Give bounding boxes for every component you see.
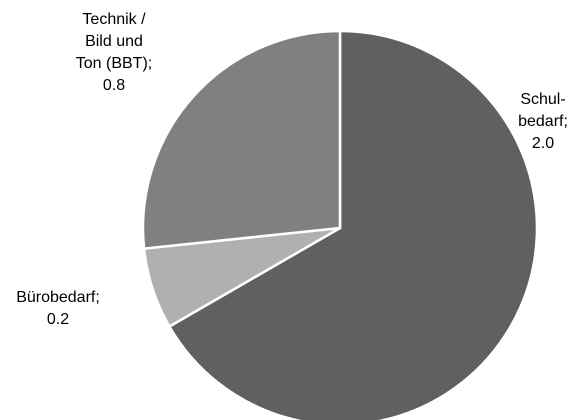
pie-slice bbox=[141, 29, 342, 250]
slice-label: Schul-bedarf; bbox=[518, 91, 568, 130]
value-label: 0.8 bbox=[103, 77, 125, 94]
pie-slice bbox=[167, 29, 539, 420]
value-label: 0.2 bbox=[47, 311, 69, 328]
slice-label: Bürobedarf; bbox=[16, 289, 100, 306]
slice-label: Technik / Bild und Ton (BBT); bbox=[76, 11, 152, 72]
value-label: 2.0 bbox=[532, 135, 554, 152]
